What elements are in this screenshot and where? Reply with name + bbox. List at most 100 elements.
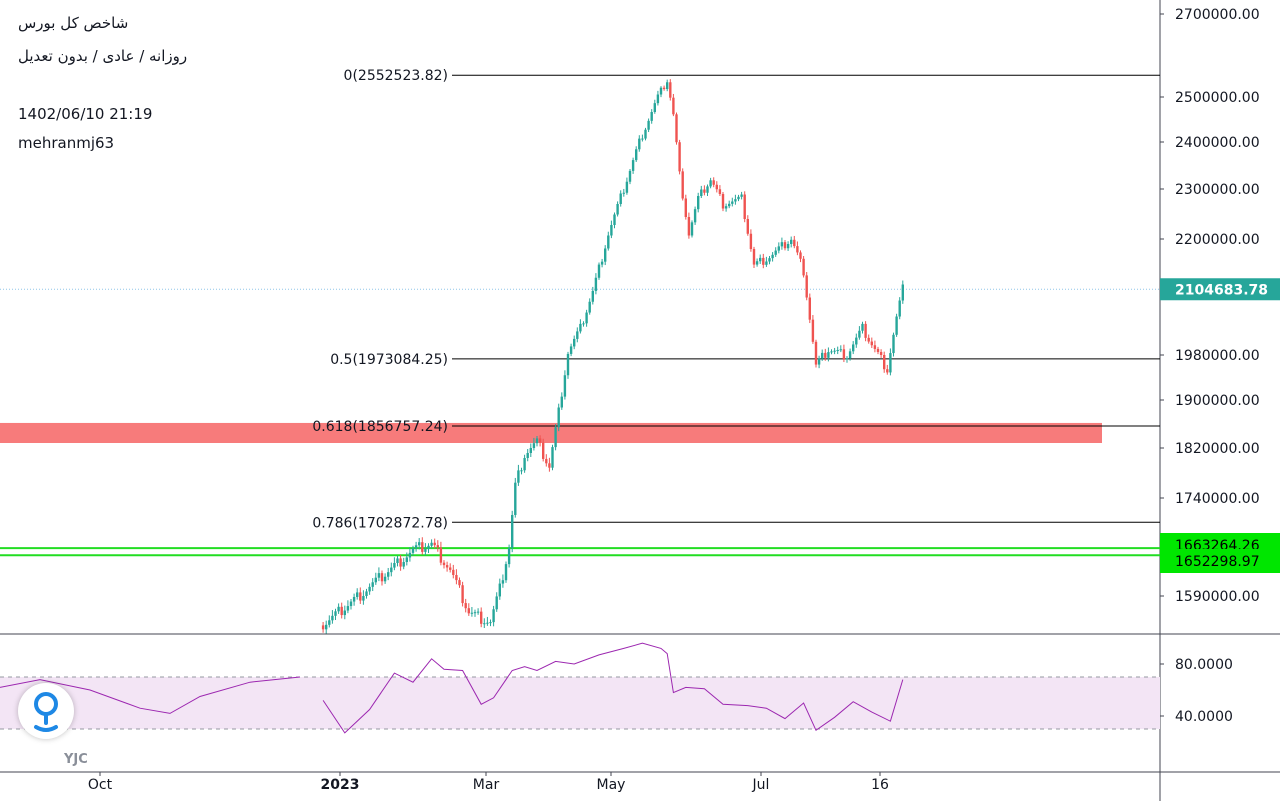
candle-body [641, 138, 644, 140]
candle-body [786, 244, 790, 249]
candle-body [876, 348, 880, 352]
candle-body [746, 219, 749, 234]
y-tick-label-7: 1820000.00 [1175, 441, 1260, 457]
candle-body [334, 611, 337, 616]
candle-body [684, 198, 687, 217]
candle-body [833, 350, 836, 352]
candle-body [427, 545, 430, 549]
candle-body [365, 591, 368, 596]
candle-body [362, 596, 365, 601]
candle-body [610, 225, 613, 236]
candle-body [616, 204, 619, 215]
candle-body [883, 355, 886, 370]
candle-body [321, 625, 325, 630]
candle-body [517, 470, 520, 483]
candle-body [433, 542, 436, 546]
candle-body [768, 258, 771, 262]
candle-body [824, 352, 827, 358]
candle-body [566, 353, 570, 376]
candle-body [424, 548, 427, 552]
candle-body [356, 592, 359, 597]
candle-body [368, 586, 371, 592]
rsi-band [0, 677, 1160, 729]
candle-body [387, 572, 390, 577]
candle-body [678, 142, 681, 172]
candle-body [520, 470, 523, 472]
candle-body [799, 252, 802, 259]
x-tick-label-3: May [597, 777, 626, 793]
y-tick-label-9: 1590000.00 [1175, 589, 1260, 605]
candle-body [371, 582, 374, 587]
candle-body [635, 149, 638, 161]
candle-body [480, 611, 483, 624]
candle-body [901, 284, 904, 301]
candle-body [551, 447, 554, 468]
candle-body [535, 438, 539, 444]
candle-body [783, 242, 787, 249]
candle-body [588, 301, 591, 313]
candle-body [811, 319, 815, 342]
candle-body [594, 277, 598, 291]
candle-body [622, 192, 625, 194]
candle-body [473, 612, 477, 614]
chart-subtitle: روزانه / عادی / بدون تعدیل [18, 47, 188, 65]
candle-body [752, 249, 756, 265]
x-tick-label-4: Jul [752, 777, 770, 793]
y-tick-label-2: 2400000.00 [1175, 135, 1260, 151]
y-tick-label-3: 2300000.00 [1175, 182, 1260, 198]
candle-body [591, 290, 594, 302]
y-tick-label-8: 1740000.00 [1175, 491, 1260, 507]
candle-body [501, 580, 505, 584]
y-tick-label-1: 2500000.00 [1175, 90, 1260, 106]
candle-body [647, 120, 650, 130]
candle-body [613, 214, 616, 225]
candle-body [374, 577, 377, 583]
candle-body [666, 82, 669, 90]
candle-body [390, 567, 393, 573]
candle-body [821, 352, 824, 359]
candle-body [656, 94, 660, 104]
chart-title: شاخص کل بورس [18, 14, 129, 32]
candle-body [889, 353, 892, 373]
candle-body [325, 624, 328, 630]
candle-body [675, 114, 678, 143]
candle-body [597, 264, 601, 278]
candle-body [529, 448, 532, 453]
resistance-zone [0, 422, 1102, 443]
candle-body [359, 592, 362, 601]
candle-body [644, 129, 647, 139]
candle-body [774, 250, 777, 255]
y-tick-label-4: 2200000.00 [1175, 232, 1260, 248]
candle-body [442, 562, 446, 566]
y-tick-label-6: 1900000.00 [1175, 393, 1260, 409]
candle-body [842, 349, 846, 360]
candle-body [681, 171, 684, 199]
candle-body [464, 603, 467, 609]
candle-body [396, 558, 399, 564]
candle-body [734, 199, 737, 202]
candle-body [700, 189, 703, 196]
y-tick-label-5: 1980000.00 [1175, 348, 1260, 364]
candle-body [532, 443, 536, 448]
candle-body [619, 193, 622, 204]
candle-body [514, 482, 517, 515]
candle-body [504, 564, 508, 581]
candle-body [476, 611, 480, 613]
candle-body [873, 345, 877, 349]
candle-body [737, 196, 740, 200]
candle-body [486, 622, 489, 624]
candle-body [638, 138, 641, 150]
support-tag-label-1: 1652298.97 [1175, 554, 1260, 570]
candle-body [411, 548, 415, 553]
candle-body [759, 257, 762, 262]
candle-body [340, 606, 343, 616]
candle-body [765, 261, 768, 265]
chart-datetime: 1402/06/10 21:19 [18, 105, 153, 123]
candle-body [393, 563, 396, 568]
candle-body [827, 352, 830, 358]
candle-body [576, 331, 579, 339]
candle-body [461, 585, 464, 604]
